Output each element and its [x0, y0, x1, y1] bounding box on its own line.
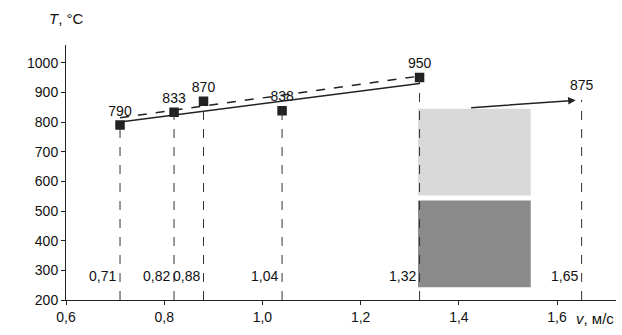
svg-text:833: 833 [162, 90, 186, 106]
svg-text:1,32: 1,32 [389, 268, 416, 284]
svg-text:0,6: 0,6 [56, 309, 76, 325]
svg-text:790: 790 [108, 103, 132, 119]
svg-text:0,71: 0,71 [89, 268, 116, 284]
svg-text:950: 950 [408, 55, 432, 71]
svg-text:1000: 1000 [27, 55, 58, 71]
svg-text:0,8: 0,8 [154, 309, 174, 325]
svg-text:500: 500 [35, 203, 59, 219]
svg-text:1,0: 1,0 [253, 309, 273, 325]
svg-text:838: 838 [270, 88, 294, 104]
svg-text:300: 300 [35, 262, 59, 278]
svg-text:T, °C: T, °C [49, 10, 84, 27]
svg-text:870: 870 [192, 79, 216, 95]
svg-text:1,2: 1,2 [351, 309, 371, 325]
svg-text:1,4: 1,4 [449, 309, 469, 325]
svg-text:900: 900 [35, 84, 59, 100]
svg-text:0,82: 0,82 [143, 268, 170, 284]
svg-text:1,6: 1,6 [547, 309, 567, 325]
svg-text:400: 400 [35, 233, 59, 249]
svg-text:200: 200 [35, 292, 59, 308]
svg-text:1,65: 1,65 [551, 268, 578, 284]
svg-text:1,04: 1,04 [251, 268, 278, 284]
svg-text:700: 700 [35, 144, 59, 160]
svg-text:600: 600 [35, 173, 59, 189]
svg-text:875: 875 [570, 77, 594, 93]
svg-text:800: 800 [35, 114, 59, 130]
svg-text:v, м/с: v, м/с [576, 310, 614, 327]
svg-text:0,88: 0,88 [173, 268, 200, 284]
